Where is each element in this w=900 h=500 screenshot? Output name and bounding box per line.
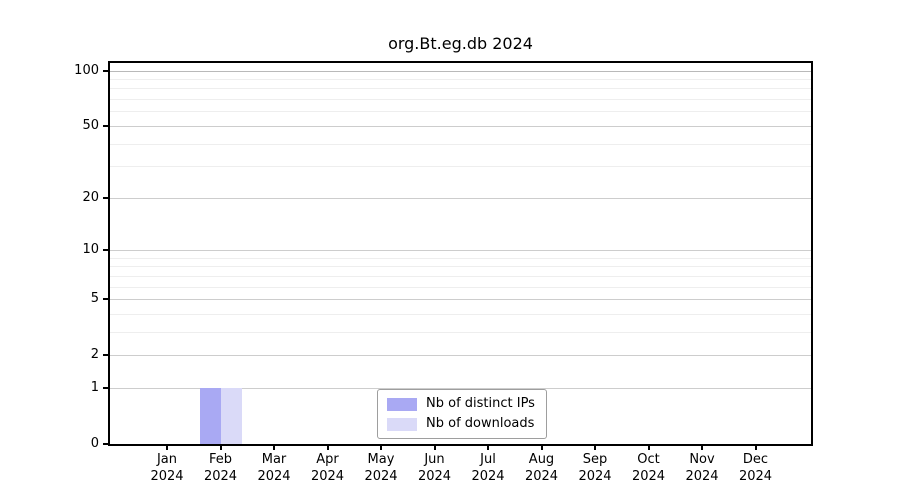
gridline-5 xyxy=(110,299,811,301)
y-tick-label-2: 2 xyxy=(90,347,99,363)
x-tick-label-nov: Nov 2024 xyxy=(685,452,719,484)
y-tick-mark-5 xyxy=(103,298,110,301)
legend: Nb of distinct IPs Nb of downloads xyxy=(377,389,547,439)
legend-swatch-downloads xyxy=(387,417,417,431)
gridline-1 xyxy=(110,387,811,389)
x-tick-label-may: May 2024 xyxy=(364,452,398,484)
y-tick-mark-20 xyxy=(103,196,110,199)
y-tick-label-50: 50 xyxy=(82,117,99,133)
y-tick-mark-1 xyxy=(103,386,110,389)
x-tick-label-apr: Apr 2024 xyxy=(310,452,345,484)
legend-swatch-distinct-ips xyxy=(387,397,417,411)
gridline-minor-80 xyxy=(110,88,811,90)
gridline-minor-70 xyxy=(110,99,811,101)
x-tick-mark-dec xyxy=(754,444,757,450)
legend-label-downloads: Nb of downloads xyxy=(426,416,535,431)
y-tick-mark-2 xyxy=(103,354,110,357)
x-tick-mark-nov xyxy=(701,444,703,450)
x-tick-label-mar: Mar 2024 xyxy=(257,452,291,484)
y-axis: 0 1 2 5 10 20 50 100 xyxy=(0,62,110,451)
y-tick-label-5: 5 xyxy=(90,291,99,307)
gridline-minor-7 xyxy=(110,275,811,277)
bar-distinct-ips-Feb xyxy=(199,387,221,444)
x-tick-mark-oct xyxy=(647,444,650,450)
x-tick-mark-jan xyxy=(166,444,168,450)
gridline-minor-40 xyxy=(110,143,811,145)
gridline-50 xyxy=(110,125,811,127)
gridline-2 xyxy=(110,355,811,357)
plot-area: Nb of distinct IPs Nb of downloads xyxy=(110,63,811,444)
x-tick-mark-apr xyxy=(326,444,329,450)
gridline-minor-90 xyxy=(110,79,811,81)
y-tick-label-20: 20 xyxy=(82,189,99,205)
chart-title: org.Bt.eg.db 2024 xyxy=(388,34,533,53)
legend-item-distinct-ips: Nb of distinct IPs xyxy=(387,396,535,412)
gridline-minor-30 xyxy=(110,166,811,168)
x-tick-mark-sep xyxy=(594,444,596,450)
y-tick-mark-50 xyxy=(103,124,110,127)
y-tick-mark-0 xyxy=(103,443,110,445)
gridline-minor-60 xyxy=(110,111,811,113)
x-tick-label-aug: Aug 2024 xyxy=(524,452,559,484)
legend-item-downloads: Nb of downloads xyxy=(387,416,535,432)
gridline-minor-6 xyxy=(110,286,811,288)
bar-downloads-Feb xyxy=(220,387,242,444)
x-tick-label-sep: Sep 2024 xyxy=(578,452,612,484)
bars-layer xyxy=(110,63,811,444)
gridline-20 xyxy=(110,197,811,199)
x-tick-label-jan: Jan 2024 xyxy=(150,452,184,484)
x-tick-label-jul: Jul 2024 xyxy=(471,452,505,484)
x-tick-mark-mar xyxy=(273,444,275,450)
y-tick-label-10: 10 xyxy=(82,242,99,257)
x-axis: Jan 2024 Feb 2024 Mar 2024 Apr 2024 May 2024… xyxy=(110,444,811,500)
gridline-100 xyxy=(110,70,811,72)
gridline-minor-8 xyxy=(110,266,811,268)
x-tick-mark-jun xyxy=(433,444,436,450)
x-tick-mark-may xyxy=(380,444,382,450)
x-tick-label-dec: Dec 2024 xyxy=(738,452,773,484)
x-tick-label-feb: Feb 2024 xyxy=(203,452,238,484)
gridline-minor-4 xyxy=(110,313,811,315)
y-tick-label-0: 0 xyxy=(90,436,99,451)
gridline-10 xyxy=(110,250,811,251)
x-tick-mark-feb xyxy=(219,444,222,450)
legend-label-distinct-ips: Nb of distinct IPs xyxy=(426,396,535,411)
y-tick-mark-10 xyxy=(103,249,110,251)
x-tick-mark-aug xyxy=(540,444,543,450)
y-tick-label-1: 1 xyxy=(90,379,99,395)
y-tick-mark-100 xyxy=(103,69,110,72)
x-tick-label-oct: Oct 2024 xyxy=(631,452,666,484)
y-tick-label-100: 100 xyxy=(74,62,99,78)
grid-layer xyxy=(110,63,811,444)
gridline-minor-3 xyxy=(110,331,811,333)
x-tick-label-jun: Jun 2024 xyxy=(417,452,452,484)
x-tick-mark-jul xyxy=(487,444,489,450)
gridline-minor-9 xyxy=(110,257,811,259)
